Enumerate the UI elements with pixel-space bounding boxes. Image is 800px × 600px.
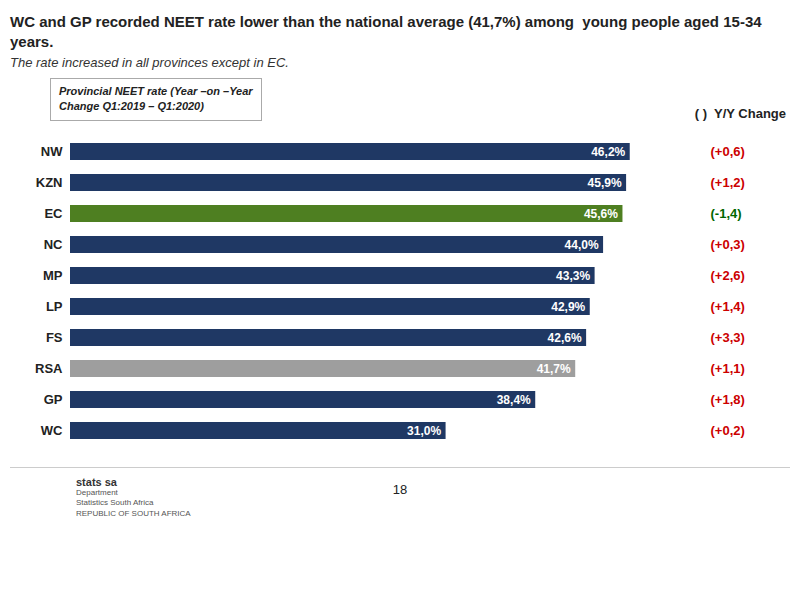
svg-text:EC: EC: [44, 206, 63, 221]
html-text:( ) Y/Y Change: ( ) Y/Y Change: [694, 105, 786, 121]
html-text:WC and GP recorded NEET rate l: WC and GP recorded NEET rate lower than …: [10, 13, 766, 50]
svg-text:38,4%: 38,4%: [497, 393, 531, 407]
svg-text:31,0%: 31,0%: [407, 424, 441, 438]
svg-text:(+1,4)1.4: (+1,4)1.4: [711, 299, 745, 314]
svg-text:(-1,4)-1.4: (-1,4)-1.4: [711, 206, 742, 221]
svg-text:RSA: RSA: [35, 361, 63, 376]
svg-text:(+1,2)1.2: (+1,2)1.2: [711, 175, 745, 190]
html-text:Provincial NEET rate (Year –on: Provincial NEET rate (Year –on –Year Cha…: [59, 85, 253, 113]
svg-text:(+0,2)0.2: (+0,2)0.2: [711, 423, 745, 438]
svg-text:(+0,6)0.6: (+0,6)0.6: [711, 144, 745, 159]
svg-text:NC: NC: [44, 237, 63, 252]
svg-text:42,6%: 42,6%: [548, 331, 582, 345]
svg-text:(+0,3)0.3: (+0,3)0.3: [711, 237, 745, 252]
svg-text:43,3%: 43,3%: [556, 269, 590, 283]
svg-text:45,6%: 45,6%: [584, 207, 618, 221]
svg-text:45,9%: 45,9%: [588, 176, 622, 190]
html-text:18: 18: [392, 481, 408, 497]
svg-text:(+3,3)3.3: (+3,3)3.3: [711, 330, 745, 345]
svg-text:MP: MP: [43, 268, 63, 283]
svg-text:42,9%: 42,9%: [551, 300, 585, 314]
svg-text:WC: WC: [41, 423, 63, 438]
svg-text:LP: LP: [46, 299, 63, 314]
svg-text:KZN: KZN: [36, 175, 63, 190]
svg-text:46,2%: 46,2%: [591, 145, 625, 159]
svg-text:(+1,1)1.1: (+1,1)1.1: [711, 361, 745, 376]
svg-text:(+1,8)1.8: (+1,8)1.8: [711, 392, 745, 407]
html-text:Department Statistics South Af: Department Statistics South Africa REPUB…: [76, 487, 191, 518]
svg-text:GP: GP: [44, 392, 63, 407]
svg-text:NW: NW: [41, 144, 63, 159]
svg-text:44,0%: 44,0%: [565, 238, 599, 252]
svg-text:41,7%: 41,7%: [537, 362, 571, 376]
svg-text:(+2,6)2.6: (+2,6)2.6: [711, 268, 745, 283]
svg-text:FS: FS: [46, 330, 63, 345]
html-text:The rate increased in all prov: The rate increased in all provinces exce…: [10, 55, 289, 70]
html-text:stats sa: stats sa: [76, 475, 117, 488]
